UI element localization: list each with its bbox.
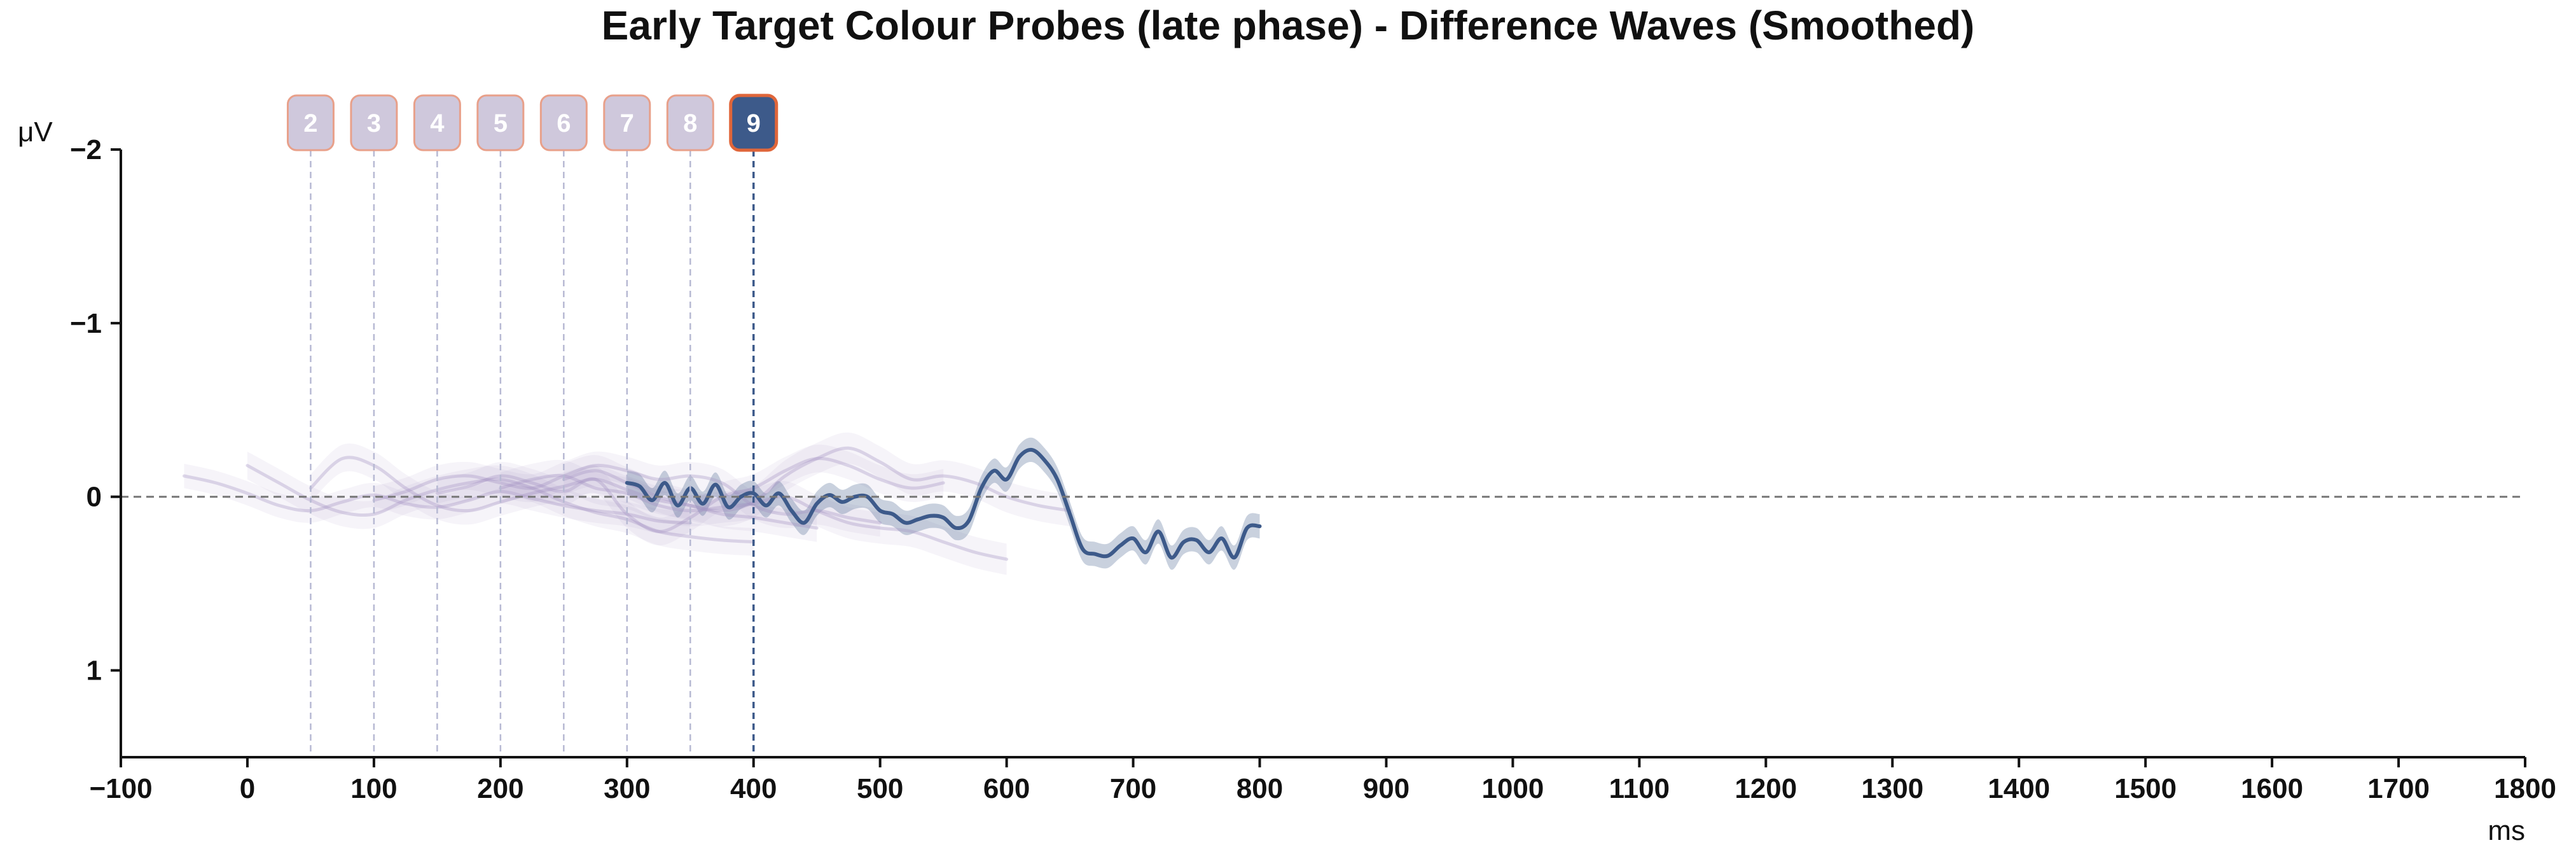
probe-8-label: 8 xyxy=(683,109,697,137)
series-5-line xyxy=(499,473,1009,561)
probe-2-label: 2 xyxy=(303,109,317,137)
x-tick-label: 1000 xyxy=(1481,773,1544,804)
probe-4-label: 4 xyxy=(430,109,445,137)
series-6-ci-band xyxy=(564,432,1070,527)
probe-5-badge[interactable] xyxy=(476,94,525,151)
y-tick-label: −1 xyxy=(70,308,102,339)
probe-9-label: 9 xyxy=(747,109,761,137)
probe-2-badge[interactable] xyxy=(286,94,335,151)
probe-6-badge[interactable] xyxy=(539,94,588,151)
probe-3-label: 3 xyxy=(367,109,381,137)
x-tick-label: 1800 xyxy=(2494,773,2556,804)
x-tick-label: −100 xyxy=(89,773,152,804)
probe-3-badge[interactable] xyxy=(350,94,398,151)
probe-5-label: 5 xyxy=(494,109,508,137)
x-tick-label: 600 xyxy=(983,773,1030,804)
x-tick-label: 1700 xyxy=(2367,773,2430,804)
x-tick-label: 1100 xyxy=(1609,773,1670,804)
x-tick-label: 300 xyxy=(604,773,650,804)
series-7-ci-band xyxy=(627,437,1260,570)
series-3-ci-band xyxy=(373,451,880,537)
x-tick-label: 1600 xyxy=(2241,773,2303,804)
y-tick-label: 0 xyxy=(87,482,102,513)
x-tick-label: 200 xyxy=(477,773,523,804)
x-tick-label: 0 xyxy=(240,773,255,804)
probe-7-label: 7 xyxy=(620,109,634,137)
probe-9-badge[interactable] xyxy=(729,94,779,152)
x-axis-label: ms xyxy=(2488,815,2525,846)
axes: −100 0 100 200 300 400 500 600 700 800 900 1000 1100… xyxy=(70,134,2556,804)
chart-title: Early Target Colour Probes (late phase) … xyxy=(602,3,1975,48)
series-4-ci-band xyxy=(437,444,944,546)
probe-7-badge[interactable] xyxy=(603,94,651,151)
series-4-line xyxy=(435,457,945,533)
probe-6-label: 6 xyxy=(557,109,571,137)
x-tick-label: 1200 xyxy=(1735,773,1797,804)
x-tick-label: 1300 xyxy=(1861,773,1923,804)
y-tick-label: −2 xyxy=(70,134,102,165)
y-axis-label: μV xyxy=(18,116,53,148)
x-tick-label: 500 xyxy=(857,773,903,804)
x-tick-label: 700 xyxy=(1110,773,1156,804)
x-tick-label: 100 xyxy=(350,773,397,804)
x-tick-label: 400 xyxy=(730,773,777,804)
series-7-line xyxy=(625,447,1262,560)
series-2-ci-band xyxy=(310,443,817,542)
x-tick-label: 1500 xyxy=(2114,773,2177,804)
x-tick-label: 800 xyxy=(1236,773,1283,804)
probe-markers: 2 3 4 5 6 7 8 9 xyxy=(286,94,779,757)
x-tick-label: 1400 xyxy=(1988,773,2050,804)
probe-4-badge[interactable] xyxy=(413,94,461,151)
x-tick-label: 900 xyxy=(1363,773,1409,804)
probe-8-badge[interactable] xyxy=(666,94,714,151)
y-tick-label: 1 xyxy=(87,655,102,687)
